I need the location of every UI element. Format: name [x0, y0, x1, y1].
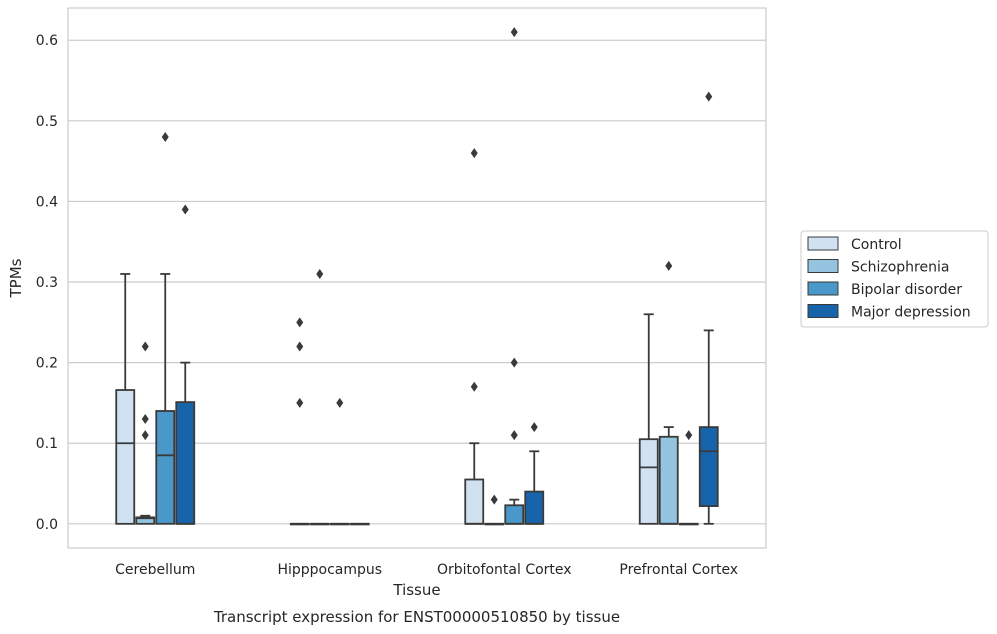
y-tick-label: 0.5	[36, 114, 58, 130]
outlier-point	[296, 341, 304, 352]
x-axis-label: Tissue	[392, 581, 440, 599]
box-group	[464, 148, 485, 525]
box	[504, 504, 525, 525]
y-tick-label: 0.4	[36, 194, 58, 210]
box-group	[115, 273, 136, 525]
legend-swatch	[807, 236, 839, 251]
box	[658, 435, 679, 525]
box-group	[638, 313, 659, 525]
box-group	[504, 27, 525, 525]
box	[524, 490, 545, 525]
y-tick-label: 0.6	[36, 33, 58, 49]
legend-entry: Bipolar disorder	[851, 282, 962, 298]
box-group	[524, 422, 545, 525]
outlier-point	[141, 341, 149, 352]
outlier-point	[470, 381, 478, 392]
legend-entry: Control	[851, 237, 902, 253]
legend-swatch	[807, 281, 839, 296]
legend-entry: Schizophrenia	[851, 260, 949, 276]
outlier-point	[510, 357, 518, 368]
outlier-point	[161, 131, 169, 142]
legend-entry: Major depression	[851, 305, 971, 321]
outlier-point	[705, 91, 713, 102]
outlier-point	[316, 268, 324, 279]
box-group	[329, 397, 350, 526]
legend-swatch	[807, 304, 839, 318]
box	[175, 401, 196, 525]
outlier-point	[530, 422, 538, 433]
outlier-point	[296, 397, 304, 408]
legend-frame	[800, 230, 989, 328]
legend: Control Schizophrenia Bipolar disorder Majo…	[800, 230, 989, 328]
outlier-point	[490, 494, 498, 505]
y-tick-label: 0.0	[36, 517, 58, 533]
x-tick-label: Orbitofontal Cortex	[437, 562, 572, 578]
y-tick-label: 0.3	[36, 275, 58, 291]
outlier-point	[141, 430, 149, 441]
box	[698, 426, 719, 507]
outlier-point	[685, 430, 693, 441]
box-group	[678, 430, 699, 526]
outlier-point	[665, 260, 673, 271]
y-tick-label: 0.1	[36, 436, 58, 452]
outlier-point	[336, 397, 344, 408]
box-group	[135, 341, 156, 525]
box-group	[698, 91, 719, 525]
outlier-point	[510, 430, 518, 441]
box	[115, 389, 136, 525]
outlier-point	[296, 317, 304, 328]
outlier-point	[470, 148, 478, 159]
box	[155, 410, 176, 525]
x-axis-ticks: Cerebellum Hipppocampus Orbitofontal Corte…	[115, 562, 738, 578]
outlier-point	[510, 27, 518, 38]
box-group	[658, 260, 679, 525]
box-group	[175, 204, 196, 525]
boxes	[115, 27, 719, 526]
box	[464, 478, 485, 525]
legend-swatch	[807, 259, 839, 273]
plot-frame	[67, 7, 767, 549]
y-tick-label: 0.2	[36, 356, 58, 372]
box-group	[289, 317, 310, 526]
x-tick-label: Hipppocampus	[277, 562, 382, 578]
y-axis-label: TPMs	[7, 258, 25, 298]
y-axis-ticks: 0.0 0.1 0.2 0.3 0.4 0.5 0.6	[36, 33, 58, 533]
outlier-point	[141, 414, 149, 425]
x-tick-label: Prefrontal Cortex	[619, 562, 738, 578]
x-tick-label: Cerebellum	[115, 562, 195, 578]
outlier-point	[181, 204, 189, 215]
box-group	[484, 494, 505, 526]
box-group	[155, 131, 176, 525]
box-group	[309, 268, 330, 526]
chart-caption: Transcript expression for ENST0000051085…	[213, 608, 620, 626]
box-group	[349, 522, 370, 526]
box	[638, 438, 659, 525]
